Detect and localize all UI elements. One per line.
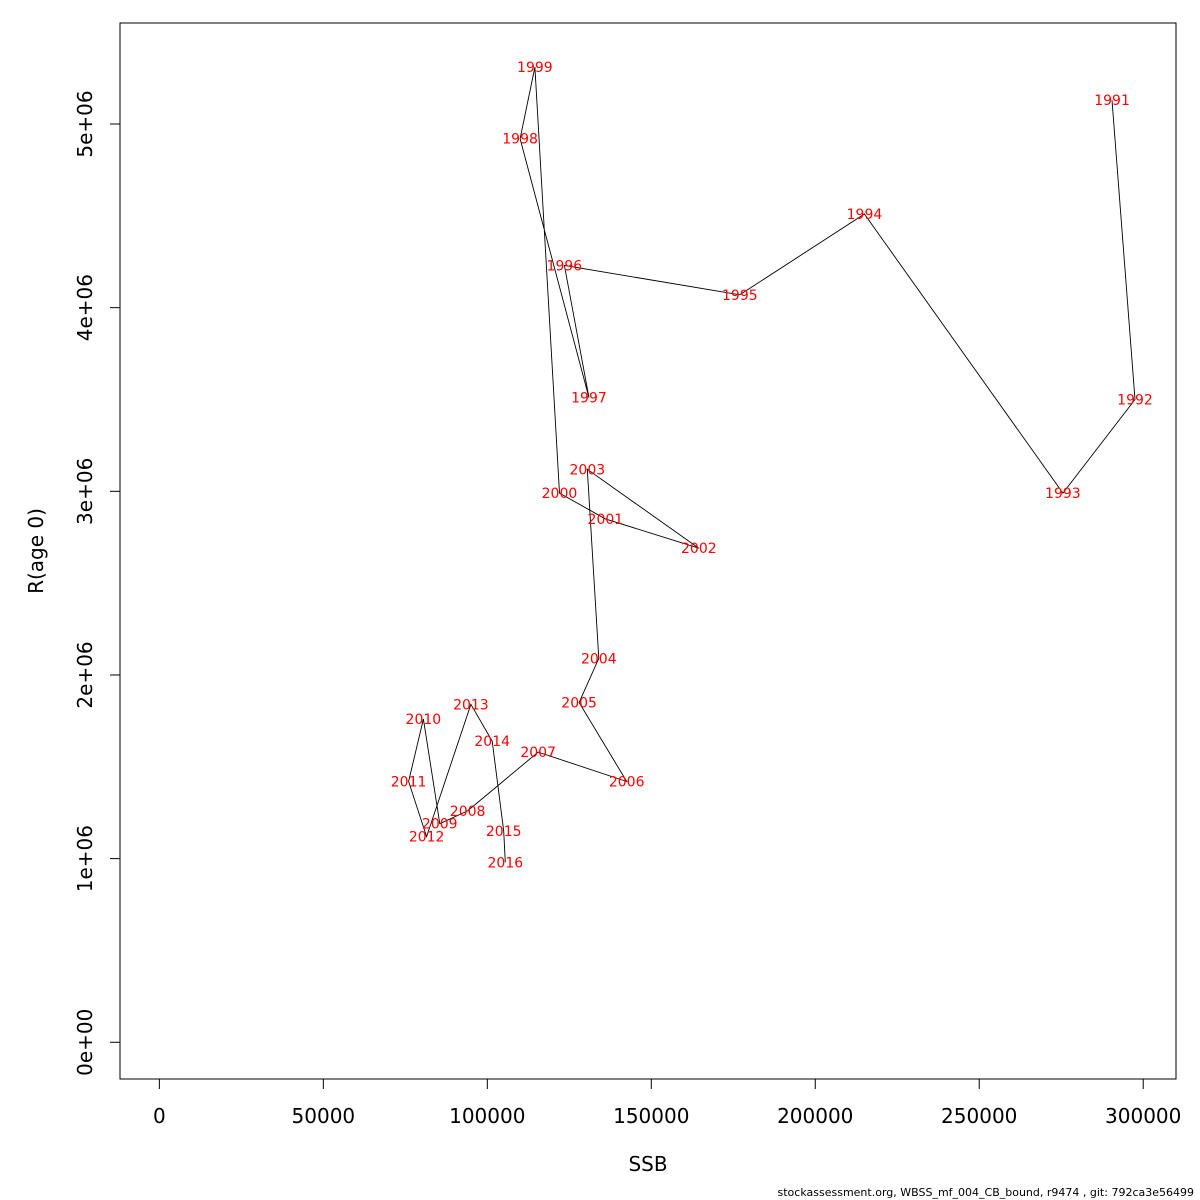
year-label-2005: 2005: [561, 696, 597, 712]
x-tick-label: 250000: [941, 1104, 1017, 1128]
year-label-2012: 2012: [409, 830, 445, 846]
x-tick-label: 100000: [449, 1104, 525, 1128]
y-axis-title: R(age 0): [24, 508, 48, 594]
y-tick-label: 0e+00: [73, 1009, 97, 1076]
y-tick-label: 1e+06: [73, 825, 97, 892]
year-label-2008: 2008: [450, 804, 486, 820]
y-tick-label: 3e+06: [73, 458, 97, 525]
year-label-2015: 2015: [486, 824, 522, 840]
sr-line: [408, 67, 1136, 863]
sr-trajectory: [408, 67, 1136, 863]
year-label-2006: 2006: [609, 774, 645, 790]
year-label-1992: 1992: [1117, 392, 1153, 408]
year-label-2011: 2011: [391, 774, 427, 790]
year-label-2004: 2004: [581, 651, 617, 667]
y-tick-label: 2e+06: [73, 641, 97, 708]
year-label-2007: 2007: [520, 745, 556, 761]
x-tick-label: 150000: [613, 1104, 689, 1128]
year-label-2013: 2013: [453, 697, 489, 713]
year-label-1998: 1998: [502, 132, 538, 148]
year-label-2014: 2014: [474, 734, 510, 750]
y-axis: 0e+00 1e+06 2e+06 3e+06 4e+06 5e+06: [73, 90, 121, 1076]
footer-credit: stockassessment.org, WBSS_mf_004_CB_boun…: [777, 1186, 1194, 1199]
year-label-1995: 1995: [722, 288, 758, 304]
x-axis-title: SSB: [628, 1152, 667, 1176]
x-tick-label: 200000: [777, 1104, 853, 1128]
year-label-2000: 2000: [542, 486, 578, 502]
year-label-1993: 1993: [1045, 486, 1081, 502]
year-label-1999: 1999: [517, 60, 553, 76]
year-label-2002: 2002: [681, 541, 717, 557]
year-label-1997: 1997: [571, 391, 607, 407]
year-label-2001: 2001: [588, 512, 624, 528]
year-label-2016: 2016: [488, 855, 524, 871]
x-axis: 0 50000 100000 150000 200000 250000 300000: [153, 1078, 1181, 1128]
x-tick-label: 50000: [292, 1104, 356, 1128]
year-label-1996: 1996: [547, 258, 583, 274]
x-tick-label: 300000: [1105, 1104, 1181, 1128]
year-label-2003: 2003: [570, 462, 606, 478]
x-tick-label: 0: [153, 1104, 166, 1128]
year-labels: 1991 1992 1993 1994 1995 1996 1997 1998 1999 2000…: [391, 60, 1153, 871]
year-label-2010: 2010: [406, 712, 442, 728]
year-label-1994: 1994: [847, 207, 883, 223]
plot-area-frame: [119, 22, 1177, 1080]
year-label-2009: 2009: [422, 817, 458, 833]
y-tick-label: 5e+06: [73, 90, 97, 157]
year-label-1991: 1991: [1094, 93, 1130, 109]
y-tick-label: 4e+06: [73, 274, 97, 341]
